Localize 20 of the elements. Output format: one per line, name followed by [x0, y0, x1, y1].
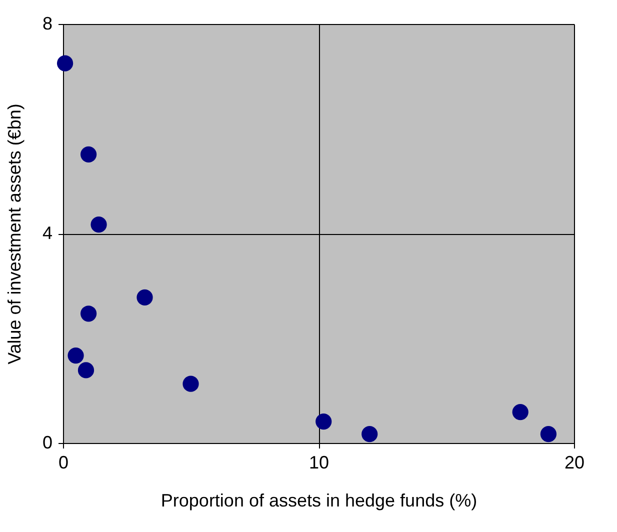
x-tick-label: 10 — [308, 452, 330, 472]
point — [540, 426, 557, 442]
y-axis-title: Value of investment assets (€bn) — [4, 104, 24, 364]
point — [78, 362, 94, 378]
point — [80, 146, 97, 162]
x-axis-title: Proportion of assets in hedge funds (%) — [160, 490, 478, 510]
point — [56, 55, 74, 72]
point — [512, 404, 528, 420]
point — [182, 376, 199, 392]
y-tick-label: 0 — [42, 432, 52, 452]
point — [80, 306, 97, 322]
point — [362, 426, 378, 442]
point — [90, 216, 107, 233]
x-tick-label: 0 — [58, 452, 69, 472]
x-tick-label: 20 — [564, 452, 585, 472]
y-tick-label: 8 — [42, 14, 52, 34]
point — [68, 347, 84, 364]
y-tick-label: 4 — [42, 223, 52, 243]
point — [136, 289, 153, 306]
point — [316, 413, 332, 430]
